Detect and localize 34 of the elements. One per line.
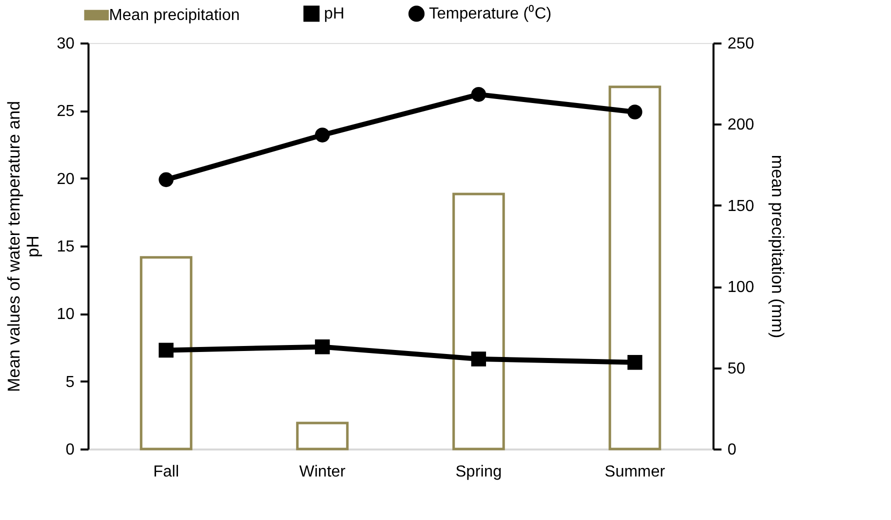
point (158, 342, 174, 358)
point (627, 354, 642, 370)
bar (140, 256, 192, 450)
point (471, 352, 486, 366)
x-tick-label: Fall (153, 464, 180, 480)
x-tick-label: Summer (604, 464, 666, 480)
y-tick-label: 10 (56, 306, 75, 324)
y2-tick-label: 150 (728, 198, 754, 215)
point (314, 128, 330, 142)
y2-axis-title: mean precipitation (mm) (768, 154, 788, 338)
y2-tick-label: 0 (728, 442, 736, 458)
legend-label: Temperature (⁰C) (429, 4, 552, 23)
bar (608, 86, 662, 450)
y-tick-label: 30 (56, 36, 75, 52)
legend-label: pH (324, 6, 344, 23)
y-tick-label: 15 (56, 238, 75, 256)
point (158, 172, 174, 188)
y-axis-title: Mean values of water temperature and pH (4, 100, 43, 392)
point (471, 87, 486, 102)
y-tick-label: 25 (56, 103, 75, 120)
x-tick-label: Spring (456, 464, 502, 480)
y2-tick-label: 100 (728, 279, 754, 296)
bar (296, 422, 349, 450)
y2-tick-label: 200 (728, 116, 754, 134)
point (627, 104, 642, 120)
legend-label: Mean precipitation (109, 7, 240, 24)
y2-tick-label: 250 (728, 36, 754, 52)
point (314, 339, 330, 354)
y-tick-label: 0 (66, 442, 75, 458)
y2-tick-label: 50 (728, 360, 746, 378)
x-tick-label: Winter (299, 464, 346, 480)
y-tick-label: 20 (56, 170, 75, 188)
y-tick-label: 5 (66, 374, 75, 391)
bar (452, 192, 505, 450)
